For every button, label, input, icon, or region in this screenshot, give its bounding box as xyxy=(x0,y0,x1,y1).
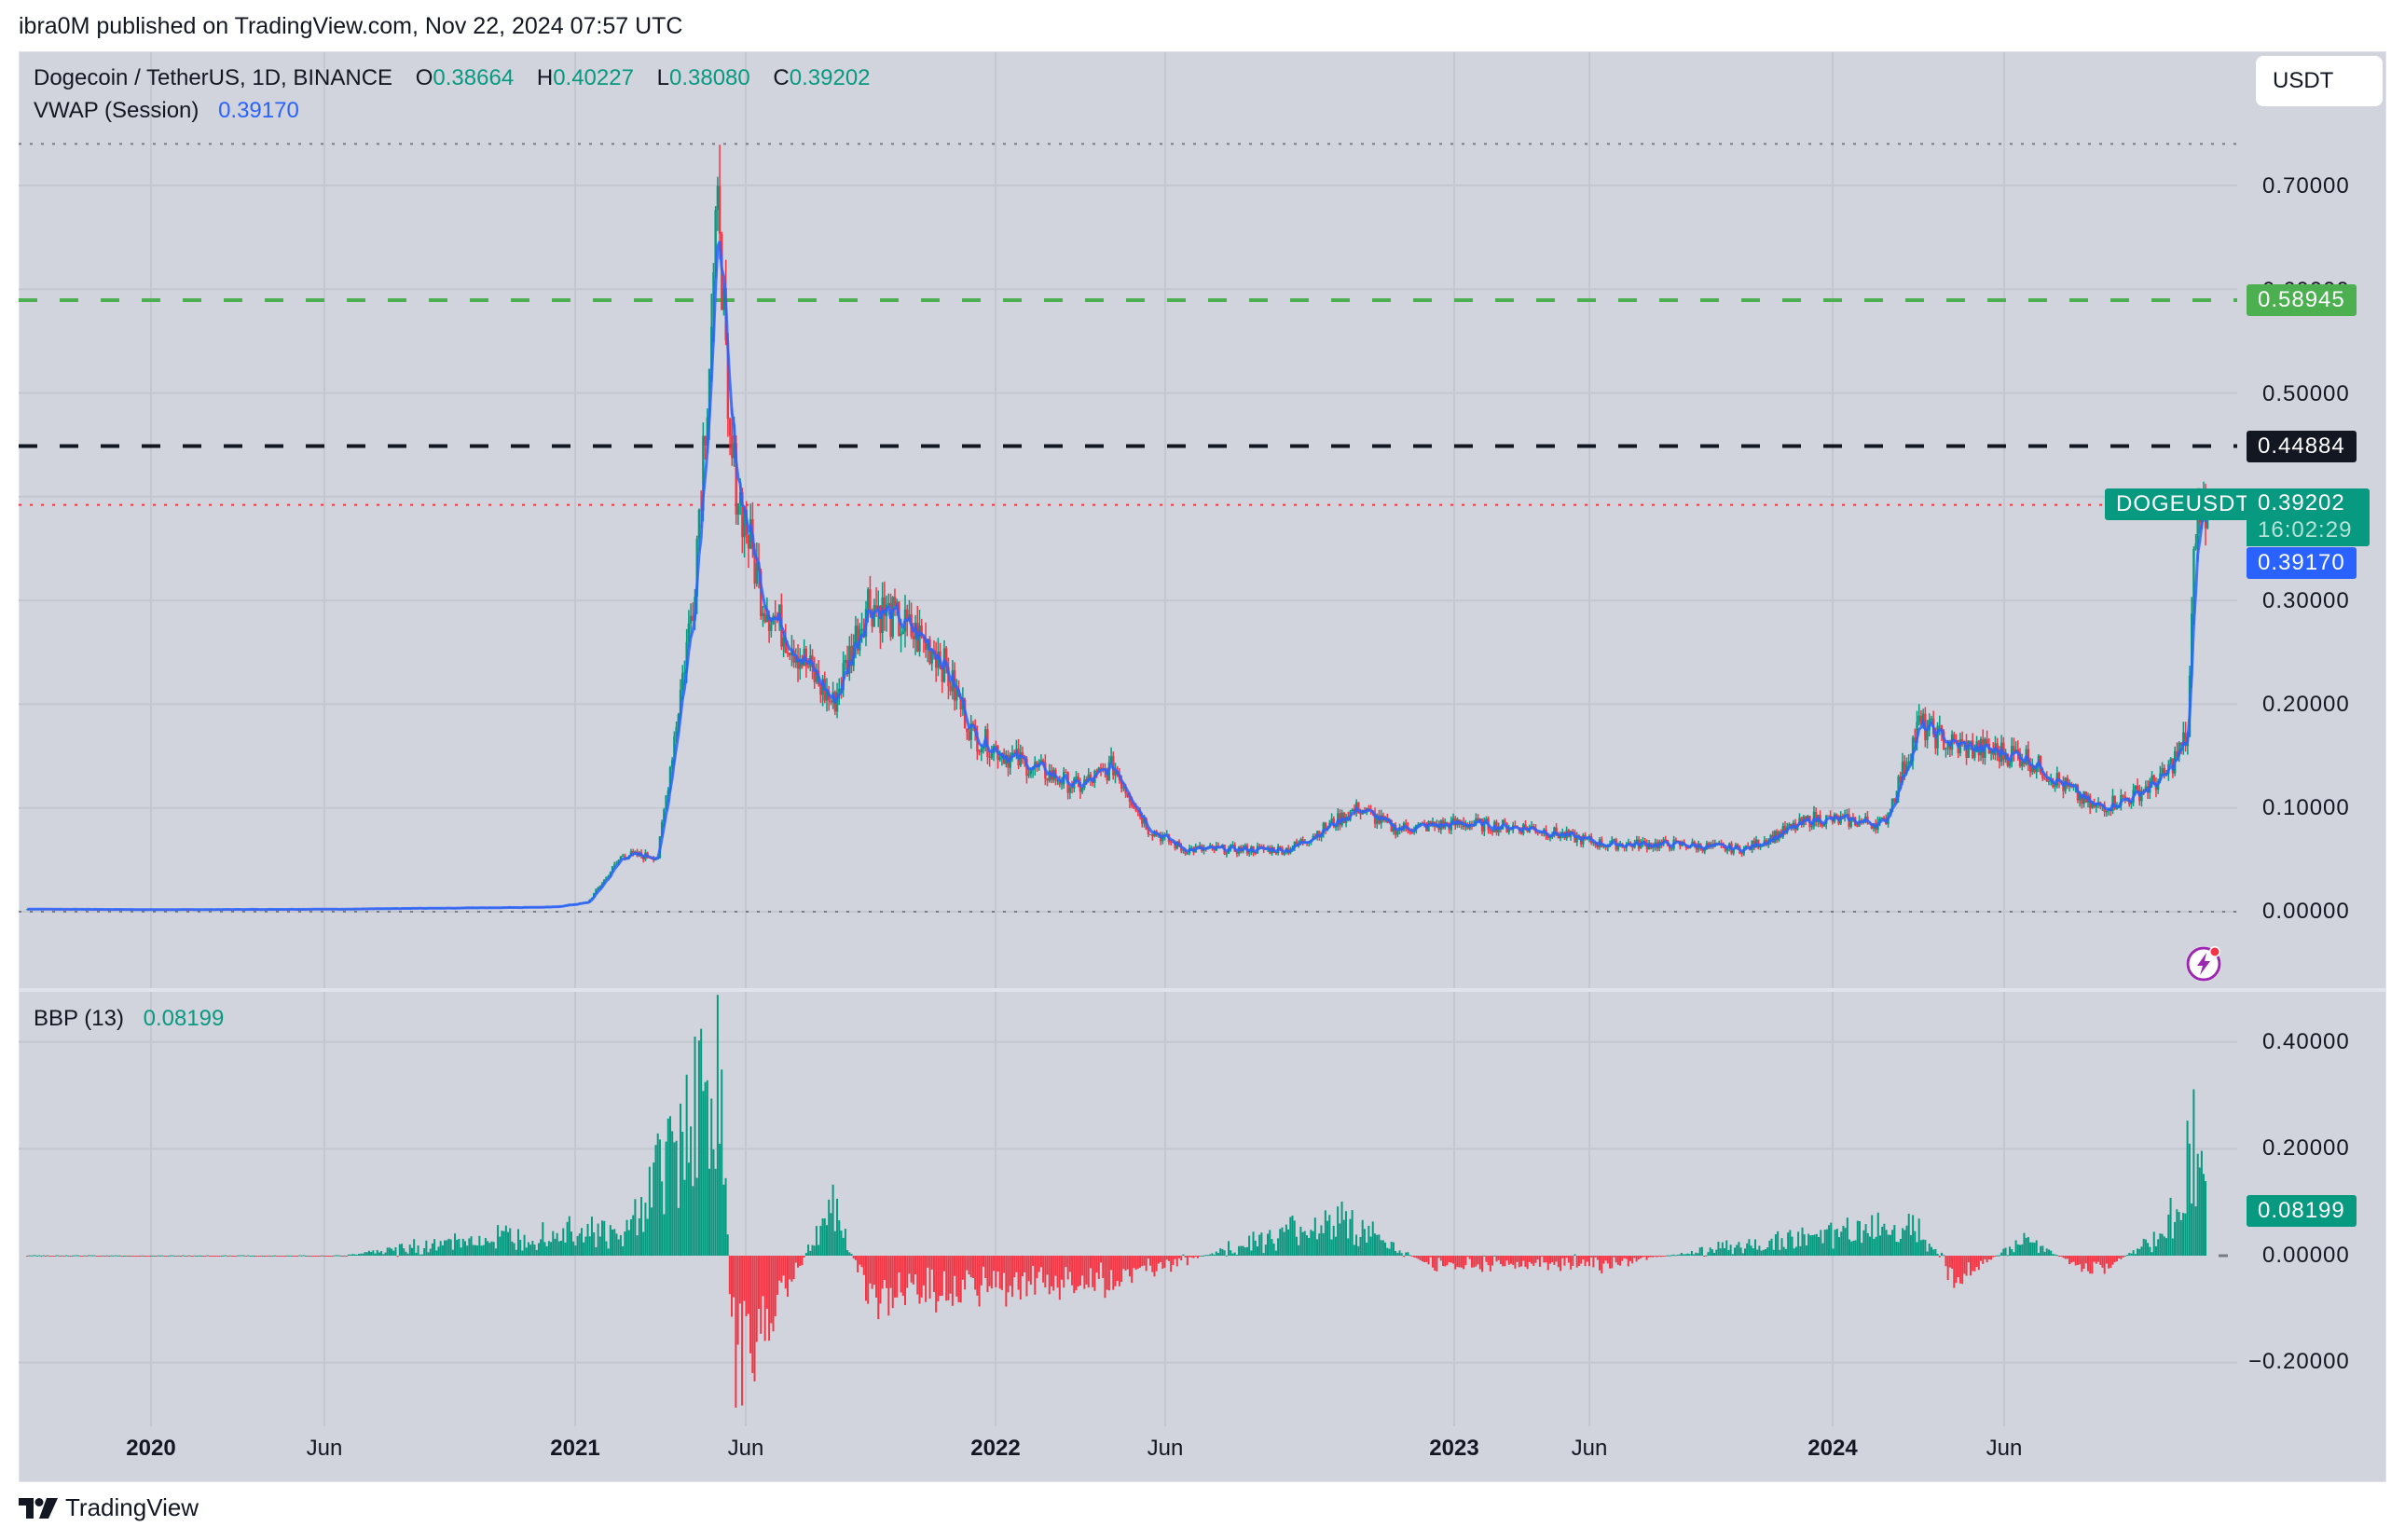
ohlc-high-label: H xyxy=(536,65,554,90)
last-price-value: 0.39202 xyxy=(2258,490,2345,516)
currency-button[interactable]: USDT xyxy=(2256,56,2383,106)
bbp-tick: 0.40000 xyxy=(2262,1029,2350,1054)
bar-countdown: 16:02:29 xyxy=(2258,517,2353,543)
vwap-label: VWAP (Session) xyxy=(34,98,199,123)
bbp-tick: 0.20000 xyxy=(2262,1135,2350,1161)
symbol-legend: Dogecoin / TetherUS, 1D, BINANCE O0.3866… xyxy=(34,65,871,91)
price-tick: 0.70000 xyxy=(2262,173,2350,199)
time-label: Jun xyxy=(1986,1436,2023,1461)
symbol-title: Dogecoin / TetherUS, 1D, BINANCE xyxy=(34,65,393,90)
vwap-value: 0.39170 xyxy=(218,98,299,123)
green-level-tag[interactable]: 0.58945 xyxy=(2247,284,2357,316)
ohlc-close-label: C xyxy=(773,65,790,90)
ohlc-close-value: 0.39202 xyxy=(789,65,871,90)
bbp-tick: 0.00000 xyxy=(2262,1243,2350,1268)
time-label: 2024 xyxy=(1807,1436,1858,1461)
symbol-tag: DOGEUSDT xyxy=(2105,488,2262,520)
price-tick: 0.10000 xyxy=(2262,795,2350,820)
tradingview-footer[interactable]: TradingView xyxy=(19,1493,199,1522)
black-level-tag[interactable]: 0.44884 xyxy=(2247,431,2357,462)
ohlc-high-value: 0.40227 xyxy=(553,65,634,90)
ohlc-open-label: O xyxy=(415,65,433,90)
ohlc-open-value: 0.38664 xyxy=(433,65,515,90)
tradingview-logo-icon xyxy=(19,1497,58,1519)
published-caption: ibra0M published on TradingView.com, Nov… xyxy=(19,13,683,39)
bbp-value: 0.08199 xyxy=(143,1006,225,1031)
time-label: Jun xyxy=(727,1436,764,1461)
bbp-value-tag: 0.08199 xyxy=(2247,1195,2357,1227)
price-tick: 0.00000 xyxy=(2262,899,2350,924)
vwap-legend[interactable]: VWAP (Session) 0.39170 xyxy=(34,98,299,124)
price-tick: 0.30000 xyxy=(2262,588,2350,613)
price-tick: 0.50000 xyxy=(2262,381,2350,406)
price-tick: 0.20000 xyxy=(2262,692,2350,717)
lightning-alert-icon[interactable] xyxy=(2183,943,2224,984)
vwap-tag: 0.39170 xyxy=(2247,547,2357,579)
time-label: Jun xyxy=(1147,1436,1184,1461)
time-label: 2021 xyxy=(550,1436,600,1461)
time-label: 2020 xyxy=(126,1436,176,1461)
bbp-tick: −0.20000 xyxy=(2248,1349,2350,1374)
bbp-legend[interactable]: BBP (13) 0.08199 xyxy=(34,1006,224,1032)
brand-name: TradingView xyxy=(65,1493,199,1521)
time-label: Jun xyxy=(1571,1436,1608,1461)
ohlc-low-label: L xyxy=(656,65,669,90)
ohlc-low-value: 0.38080 xyxy=(668,65,750,90)
last-price-tag: 0.39202 16:02:29 xyxy=(2247,488,2370,546)
time-label: 2022 xyxy=(970,1436,1021,1461)
time-label: Jun xyxy=(306,1436,343,1461)
bbp-label: BBP (13) xyxy=(34,1006,124,1031)
time-label: 2023 xyxy=(1429,1436,1479,1461)
